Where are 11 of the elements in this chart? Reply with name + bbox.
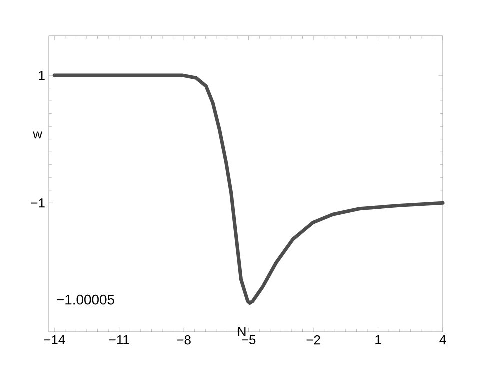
x-tick-label: 1 xyxy=(376,336,382,344)
annotation: −1.00005 xyxy=(57,294,114,305)
x-tick-label: −14 xyxy=(44,336,66,344)
x-tick-label: −5 xyxy=(242,336,256,345)
y-tick-label: −1 xyxy=(31,198,45,208)
x-tick-label: −11 xyxy=(109,336,130,344)
y-axis-title: w xyxy=(33,132,43,139)
x-tick-label: −8 xyxy=(177,336,191,345)
x-axis-title: N xyxy=(238,328,246,336)
x-tick-label: 4 xyxy=(440,336,446,344)
x-tick-label: −2 xyxy=(306,336,320,345)
